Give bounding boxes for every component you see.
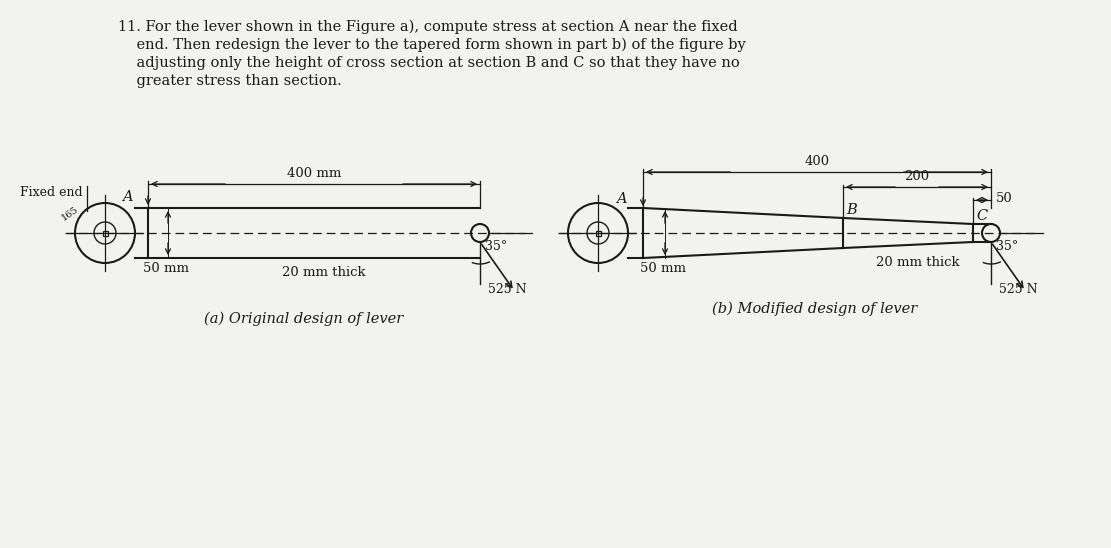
Text: C: C — [975, 209, 988, 223]
Text: 525 N: 525 N — [999, 283, 1038, 296]
Text: 525 N: 525 N — [488, 283, 527, 296]
Text: A: A — [617, 192, 627, 206]
Text: (a) Original design of lever: (a) Original design of lever — [204, 312, 403, 326]
Text: 50 mm: 50 mm — [640, 262, 685, 275]
Text: 35°: 35° — [486, 240, 508, 253]
Text: 20 mm thick: 20 mm thick — [282, 266, 366, 279]
Bar — [595, 231, 601, 236]
Text: Fixed end: Fixed end — [20, 186, 82, 199]
Text: B: B — [845, 203, 857, 217]
Text: 50: 50 — [995, 191, 1013, 204]
Text: 20 mm thick: 20 mm thick — [877, 256, 960, 269]
Bar — [102, 231, 108, 236]
Text: end. Then redesign the lever to the tapered form shown in part b) of the figure : end. Then redesign the lever to the tape… — [118, 38, 745, 53]
Text: 200: 200 — [904, 170, 930, 183]
Text: (b) Modified design of lever: (b) Modified design of lever — [712, 301, 917, 316]
Text: 400 mm: 400 mm — [287, 167, 341, 180]
Text: A: A — [122, 190, 133, 204]
Text: greater stress than section.: greater stress than section. — [118, 74, 342, 88]
Text: 11. For the lever shown in the Figure a), compute stress at section A near the f: 11. For the lever shown in the Figure a)… — [118, 20, 738, 35]
Text: 400: 400 — [804, 155, 830, 168]
Text: 165: 165 — [60, 205, 80, 223]
Text: adjusting only the height of cross section at section B and C so that they have : adjusting only the height of cross secti… — [118, 56, 740, 70]
Text: 50 mm: 50 mm — [143, 262, 189, 275]
Text: 35°: 35° — [995, 240, 1019, 253]
